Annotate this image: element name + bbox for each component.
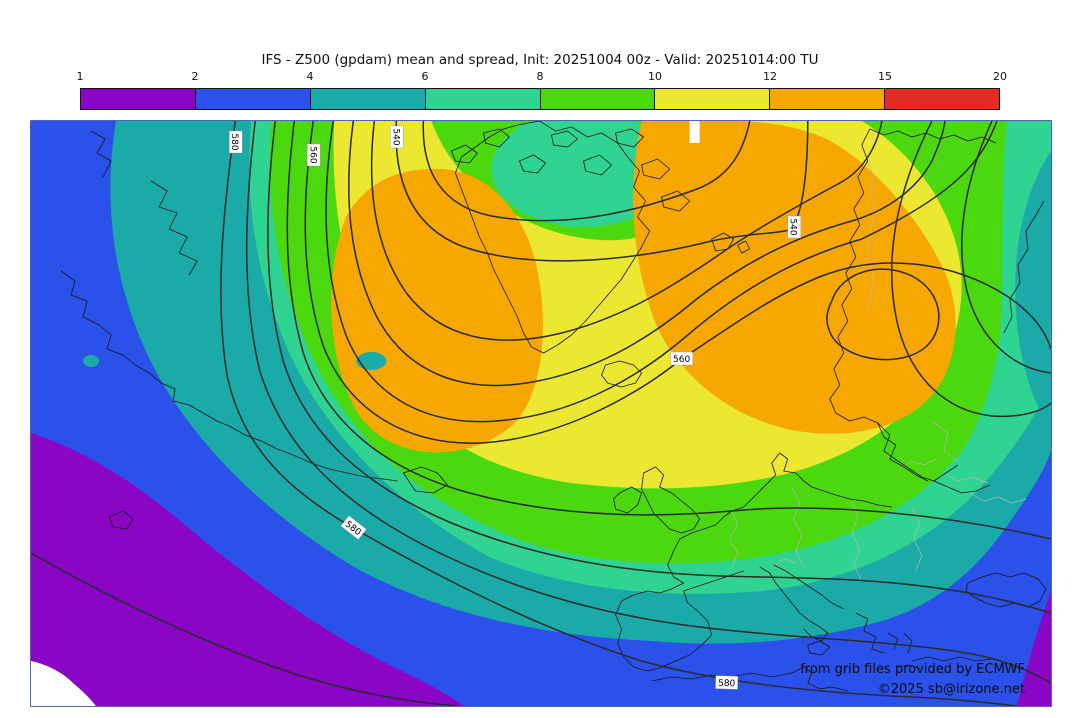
svg-text:540: 540 — [788, 218, 798, 235]
coastlines-layer — [60, 121, 1047, 692]
colorbar-tick-label: 8 — [536, 70, 544, 83]
colorbar-segment-1-2 — [81, 89, 196, 109]
attribution-source: from grib files provided by ECMWF — [800, 662, 1025, 677]
contour-label: 540 — [787, 215, 801, 239]
colorbar-segment-12-15 — [770, 89, 886, 109]
svg-text:540: 540 — [390, 128, 400, 145]
colorbar-tick-label: 10 — [648, 70, 662, 83]
map-area: 580 560 540 540 560 — [30, 120, 1052, 707]
colorbar-segment-6-8 — [425, 89, 541, 109]
colorbar-tick-labels: 1 2 4 6 8 10 12 15 20 — [76, 70, 1008, 84]
colorbar-segment-10-12 — [655, 89, 771, 109]
contour-label: 580 — [715, 675, 739, 690]
contour-lines-layer — [31, 121, 1051, 706]
country-borders-layer — [729, 160, 1027, 582]
svg-text:580: 580 — [229, 133, 239, 150]
svg-text:580: 580 — [718, 679, 736, 690]
colorbar-tick-label: 1 — [76, 70, 84, 83]
colorbar-segment-15-20 — [885, 89, 999, 109]
z500-map-svg: 580 560 540 540 560 — [31, 121, 1051, 706]
attribution: from grib files provided by ECMWF ©2025 … — [800, 660, 1025, 700]
colorbar-segment-4-6 — [310, 89, 426, 109]
contour-label: 580 — [228, 130, 243, 154]
svg-text:560: 560 — [307, 146, 317, 163]
contour-label: 540 — [390, 125, 404, 149]
colorbar-tick-label: 12 — [763, 70, 777, 83]
colorbar-tick-label: 20 — [993, 70, 1007, 83]
colorbar-tick-label: 15 — [878, 70, 892, 83]
contour-label: 560 — [670, 351, 693, 366]
colorbar-spread-scale — [80, 88, 1000, 110]
colorbar-tick-label: 4 — [306, 70, 314, 83]
contour-label: 560 — [307, 143, 321, 167]
attribution-copyright: ©2025 sb@irizone.net — [877, 682, 1025, 697]
chart-title: IFS - Z500 (gpdam) mean and spread, Init… — [261, 52, 819, 68]
colorbar-segment-8-10 — [540, 89, 656, 109]
colorbar-tick-label: 2 — [191, 70, 199, 83]
colorbar-segment-2-4 — [195, 89, 311, 109]
colorbar-tick-label: 6 — [421, 70, 429, 83]
svg-text:560: 560 — [673, 355, 690, 365]
